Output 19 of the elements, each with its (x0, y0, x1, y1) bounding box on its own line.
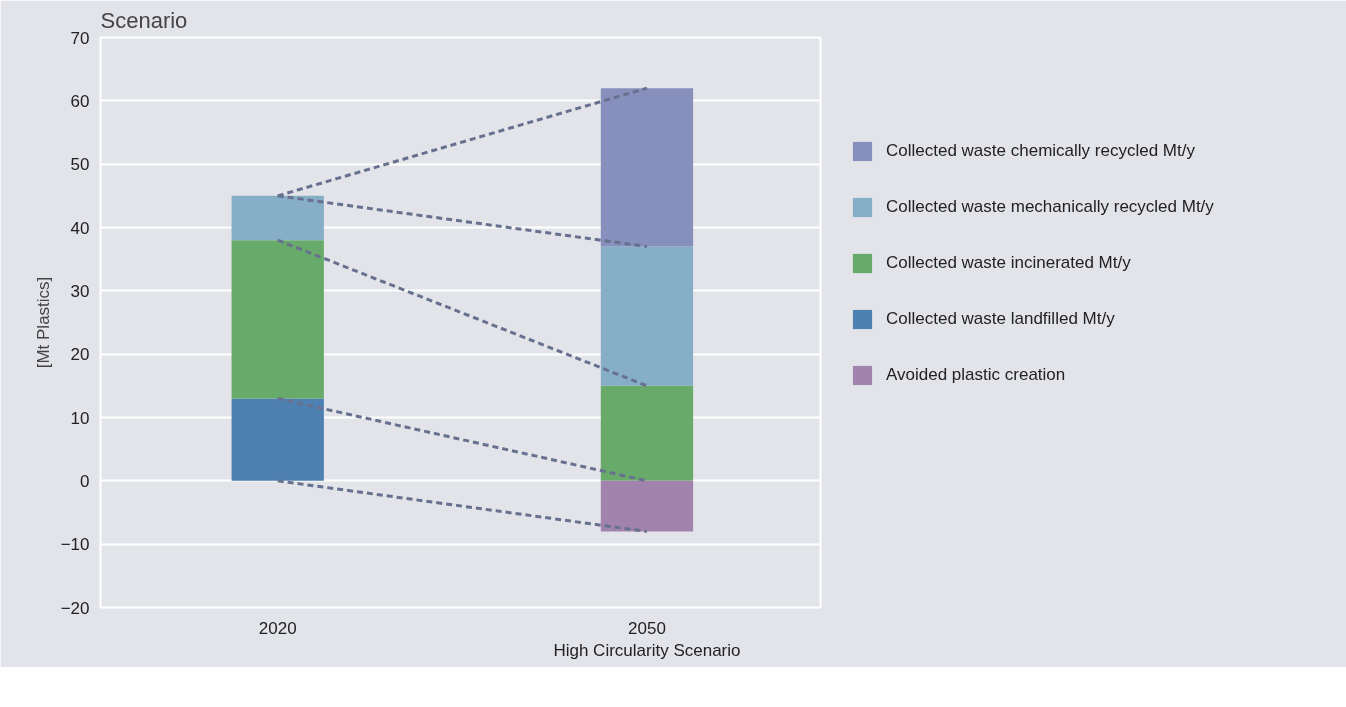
y-tick-label: 20 (70, 345, 90, 365)
chart-title: Scenario (100, 7, 188, 33)
y-tick-label: 30 (70, 281, 90, 301)
legend-label: Collected waste incinerated Mt/y (886, 253, 1131, 273)
legend-label: Avoided plastic creation (886, 365, 1066, 385)
y-tick-label: 50 (70, 155, 90, 175)
y-tick-label: −10 (60, 535, 90, 555)
y-tick-label: 40 (70, 218, 90, 238)
legend-label: Collected waste mechanically recycled Mt/y (886, 197, 1214, 217)
x-tick-label: 2050 High Circularity Scenario (553, 618, 741, 661)
legend-label: Collected waste chemically recycled Mt/y (886, 141, 1195, 161)
y-tick-label: 0 (80, 471, 90, 491)
y-tick-label: 60 (70, 91, 90, 111)
x-tick-label: 2020 (258, 618, 297, 638)
y-tick-label: 70 (70, 28, 90, 48)
y-tick-label: 10 (70, 408, 90, 428)
legend-label: Collected waste landfilled Mt/y (886, 309, 1115, 329)
y-tick-label: −20 (60, 598, 90, 618)
y-axis-title: [Mt Plastics] (33, 276, 53, 369)
